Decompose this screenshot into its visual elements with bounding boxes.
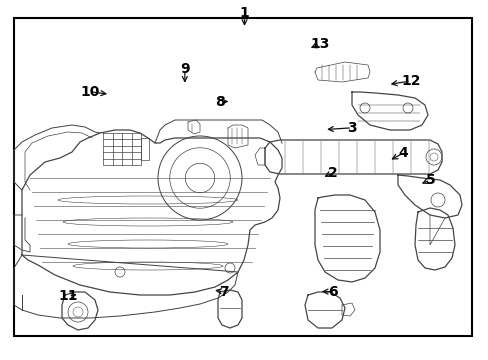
Text: 12: 12 xyxy=(400,74,420,88)
Text: 9: 9 xyxy=(180,62,189,76)
Text: 13: 13 xyxy=(310,37,329,51)
Text: 2: 2 xyxy=(327,166,337,180)
Text: 10: 10 xyxy=(81,85,100,99)
Text: 4: 4 xyxy=(398,146,407,160)
Text: 5: 5 xyxy=(425,173,434,187)
Text: 3: 3 xyxy=(346,121,356,135)
Text: 8: 8 xyxy=(215,95,224,108)
Text: 1: 1 xyxy=(239,6,249,19)
Text: 11: 11 xyxy=(59,289,78,303)
Bar xyxy=(14,18,471,336)
Text: 6: 6 xyxy=(327,285,337,298)
Text: 7: 7 xyxy=(218,285,228,298)
